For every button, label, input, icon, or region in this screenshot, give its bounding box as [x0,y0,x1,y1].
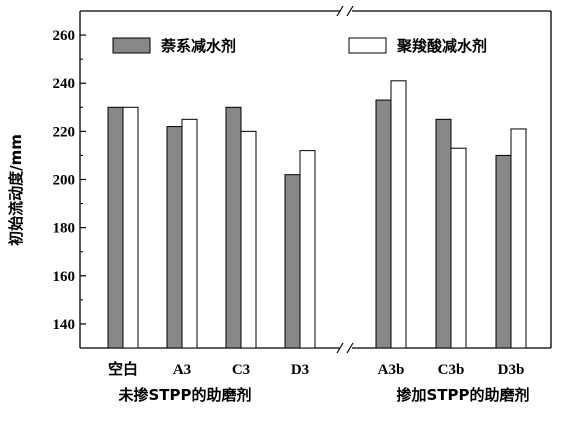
bar-polycarboxylate [240,130,257,349]
bar-naphthalene [375,99,392,349]
x-tick-label: 空白 [108,360,138,378]
y-tick-label: 240 [53,76,76,92]
bar-polycarboxylate [181,118,198,349]
x-tick-label: D3b [498,362,525,378]
x-tick-label: D3 [291,362,309,378]
bar-naphthalene [225,106,242,349]
bar-naphthalene [166,126,183,349]
legend-label: 萘系减水剂 [160,37,236,55]
legend-swatch-polycarboxylate [348,37,387,54]
bars [107,80,527,349]
group-label: 掺加STPP的助磨剂 [396,386,529,404]
y-tick-label: 220 [53,124,76,140]
axis-break-mark [346,342,354,354]
legend: 萘系减水剂 聚羧酸减水剂 [112,37,487,55]
axis-break-mark [336,342,344,354]
y-tick-label: 160 [53,269,76,285]
axis-break-mark [346,5,354,17]
x-tick-label: A3b [378,362,405,378]
bar-polycarboxylate [390,80,407,349]
x-tick-label: C3b [438,362,465,378]
axis-break-mark [336,5,344,17]
y-axis: 140 160 180 200 220 240 260 [53,10,86,349]
bar-naphthalene [495,154,512,349]
x-tick-label: A3 [173,362,191,378]
bar-polycarboxylate [510,128,527,349]
y-tick-label: 140 [53,317,76,333]
x-tick-label: C3 [232,362,250,378]
x-axis: 空白 A3 C3 D3 A3b C3b D3b 未掺STPP的助磨剂 掺加STPP的助磨剂 [108,360,530,404]
group-label: 未掺STPP的助磨剂 [117,386,251,404]
legend-swatch-naphthalene [112,37,151,54]
bar-naphthalene [107,106,124,349]
y-axis-label: 初始流动度/mm [7,134,25,246]
bar-naphthalene [284,174,301,349]
y-tick-label: 180 [53,221,76,237]
bar-polycarboxylate [299,150,316,349]
y-tick-label: 260 [53,28,76,44]
bar-naphthalene [435,118,452,349]
y-tick-label: 200 [53,173,76,189]
bar-polycarboxylate [122,106,139,349]
bar-polycarboxylate [450,147,467,349]
legend-label: 聚羧酸减水剂 [396,37,487,55]
